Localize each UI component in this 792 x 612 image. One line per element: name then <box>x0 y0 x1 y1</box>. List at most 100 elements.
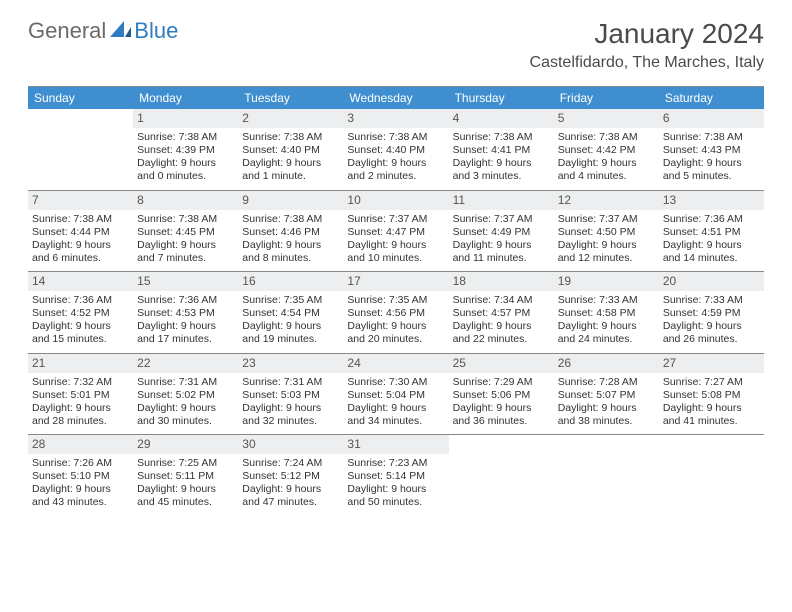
title-block: January 2024 Castelfidardo, The Marches,… <box>530 18 764 72</box>
day-detail: Sunset: 5:07 PM <box>558 389 655 402</box>
calendar-cell: 23Sunrise: 7:31 AMSunset: 5:03 PMDayligh… <box>238 353 343 435</box>
day-detail: Daylight: 9 hours <box>453 402 550 415</box>
calendar-cell: 25Sunrise: 7:29 AMSunset: 5:06 PMDayligh… <box>449 353 554 435</box>
day-detail: Sunrise: 7:38 AM <box>347 131 444 144</box>
day-header: Saturday <box>659 87 764 109</box>
logo: General Blue <box>28 18 178 44</box>
day-detail: Sunrise: 7:35 AM <box>242 294 339 307</box>
calendar-cell: 13Sunrise: 7:36 AMSunset: 4:51 PMDayligh… <box>659 190 764 272</box>
calendar-cell <box>449 434 554 516</box>
day-detail: Sunset: 5:14 PM <box>347 470 444 483</box>
calendar-cell: 28Sunrise: 7:26 AMSunset: 5:10 PMDayligh… <box>28 434 133 516</box>
calendar-cell: 10Sunrise: 7:37 AMSunset: 4:47 PMDayligh… <box>343 190 448 272</box>
day-detail: Daylight: 9 hours <box>347 483 444 496</box>
calendar-cell: 14Sunrise: 7:36 AMSunset: 4:52 PMDayligh… <box>28 271 133 353</box>
day-detail: Daylight: 9 hours <box>32 483 129 496</box>
day-detail: Daylight: 9 hours <box>242 239 339 252</box>
day-detail: Sunset: 4:46 PM <box>242 226 339 239</box>
calendar-cell: 26Sunrise: 7:28 AMSunset: 5:07 PMDayligh… <box>554 353 659 435</box>
calendar-cell: 11Sunrise: 7:37 AMSunset: 4:49 PMDayligh… <box>449 190 554 272</box>
day-detail: Daylight: 9 hours <box>32 402 129 415</box>
day-detail: Sunrise: 7:31 AM <box>242 376 339 389</box>
day-header: Friday <box>554 87 659 109</box>
day-number: 26 <box>554 354 659 373</box>
day-detail: Daylight: 9 hours <box>347 157 444 170</box>
calendar-cell: 22Sunrise: 7:31 AMSunset: 5:02 PMDayligh… <box>133 353 238 435</box>
day-detail: Sunset: 5:04 PM <box>347 389 444 402</box>
day-detail: Daylight: 9 hours <box>242 483 339 496</box>
day-detail: Daylight: 9 hours <box>558 157 655 170</box>
day-detail: Sunset: 5:01 PM <box>32 389 129 402</box>
day-number: 2 <box>238 109 343 128</box>
day-detail: and 11 minutes. <box>453 252 550 265</box>
day-number: 6 <box>659 109 764 128</box>
day-number: 20 <box>659 272 764 291</box>
day-detail: Daylight: 9 hours <box>242 157 339 170</box>
day-detail: and 38 minutes. <box>558 415 655 428</box>
calendar-cell <box>554 434 659 516</box>
calendar-cell: 30Sunrise: 7:24 AMSunset: 5:12 PMDayligh… <box>238 434 343 516</box>
day-number: 22 <box>133 354 238 373</box>
day-detail: and 45 minutes. <box>137 496 234 509</box>
day-detail: Daylight: 9 hours <box>453 157 550 170</box>
day-detail: Daylight: 9 hours <box>558 239 655 252</box>
day-detail: Sunset: 4:51 PM <box>663 226 760 239</box>
calendar-cell: 2Sunrise: 7:38 AMSunset: 4:40 PMDaylight… <box>238 109 343 190</box>
day-detail: and 19 minutes. <box>242 333 339 346</box>
calendar-cell: 3Sunrise: 7:38 AMSunset: 4:40 PMDaylight… <box>343 109 448 190</box>
calendar-cell: 21Sunrise: 7:32 AMSunset: 5:01 PMDayligh… <box>28 353 133 435</box>
day-detail: and 32 minutes. <box>242 415 339 428</box>
day-detail: and 20 minutes. <box>347 333 444 346</box>
calendar-cell: 9Sunrise: 7:38 AMSunset: 4:46 PMDaylight… <box>238 190 343 272</box>
day-detail: Sunrise: 7:38 AM <box>242 213 339 226</box>
day-number: 19 <box>554 272 659 291</box>
calendar-cell: 1Sunrise: 7:38 AMSunset: 4:39 PMDaylight… <box>133 109 238 190</box>
day-detail: Sunset: 4:49 PM <box>453 226 550 239</box>
day-number: 28 <box>28 435 133 454</box>
day-number: 23 <box>238 354 343 373</box>
day-number: 16 <box>238 272 343 291</box>
day-detail: Sunset: 5:10 PM <box>32 470 129 483</box>
day-detail: Daylight: 9 hours <box>347 402 444 415</box>
day-detail: Sunrise: 7:38 AM <box>32 213 129 226</box>
calendar-cell: 31Sunrise: 7:23 AMSunset: 5:14 PMDayligh… <box>343 434 448 516</box>
calendar-cell: 18Sunrise: 7:34 AMSunset: 4:57 PMDayligh… <box>449 271 554 353</box>
day-detail: Daylight: 9 hours <box>137 402 234 415</box>
day-detail: Sunset: 4:40 PM <box>242 144 339 157</box>
day-detail: Sunset: 4:59 PM <box>663 307 760 320</box>
day-detail: Daylight: 9 hours <box>663 402 760 415</box>
day-detail: Sunrise: 7:38 AM <box>453 131 550 144</box>
day-detail: Daylight: 9 hours <box>137 239 234 252</box>
day-detail: Sunrise: 7:36 AM <box>137 294 234 307</box>
day-number: 24 <box>343 354 448 373</box>
day-detail: and 3 minutes. <box>453 170 550 183</box>
logo-text-general: General <box>28 18 106 44</box>
day-detail: Sunrise: 7:34 AM <box>453 294 550 307</box>
day-detail: Daylight: 9 hours <box>347 239 444 252</box>
day-detail: Daylight: 9 hours <box>32 239 129 252</box>
day-number: 10 <box>343 191 448 210</box>
calendar-cell <box>659 434 764 516</box>
day-number: 8 <box>133 191 238 210</box>
calendar-cell: 12Sunrise: 7:37 AMSunset: 4:50 PMDayligh… <box>554 190 659 272</box>
day-detail: Sunrise: 7:38 AM <box>137 131 234 144</box>
day-detail: and 7 minutes. <box>137 252 234 265</box>
day-detail: Daylight: 9 hours <box>242 402 339 415</box>
day-detail: Sunrise: 7:30 AM <box>347 376 444 389</box>
day-header: Thursday <box>449 87 554 109</box>
day-header: Sunday <box>28 87 133 109</box>
day-detail: Sunset: 4:54 PM <box>242 307 339 320</box>
day-number: 21 <box>28 354 133 373</box>
calendar-cell: 5Sunrise: 7:38 AMSunset: 4:42 PMDaylight… <box>554 109 659 190</box>
day-detail: and 22 minutes. <box>453 333 550 346</box>
calendar-cell: 27Sunrise: 7:27 AMSunset: 5:08 PMDayligh… <box>659 353 764 435</box>
day-detail: Sunrise: 7:37 AM <box>558 213 655 226</box>
calendar-cell: 16Sunrise: 7:35 AMSunset: 4:54 PMDayligh… <box>238 271 343 353</box>
day-detail: Daylight: 9 hours <box>137 320 234 333</box>
day-detail: Sunset: 4:57 PM <box>453 307 550 320</box>
day-number: 12 <box>554 191 659 210</box>
day-detail: and 12 minutes. <box>558 252 655 265</box>
day-detail: Daylight: 9 hours <box>558 320 655 333</box>
calendar-cell: 29Sunrise: 7:25 AMSunset: 5:11 PMDayligh… <box>133 434 238 516</box>
day-detail: Daylight: 9 hours <box>137 483 234 496</box>
